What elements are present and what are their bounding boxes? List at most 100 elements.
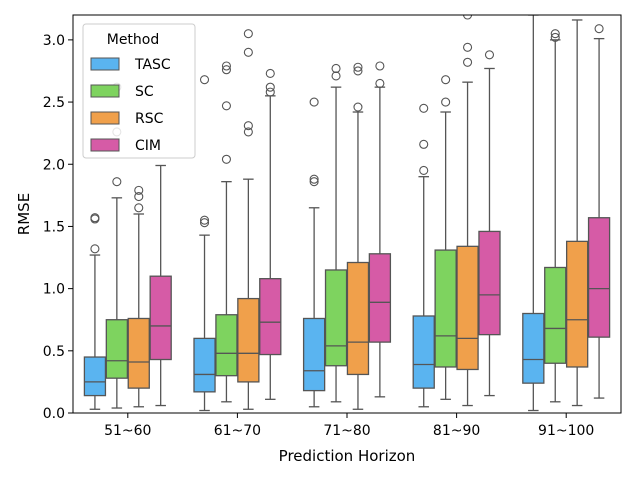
outlier-point — [309, 177, 319, 187]
outlier-point — [134, 192, 144, 202]
box-tasc-3 — [412, 103, 435, 408]
outlier-point — [550, 32, 560, 42]
box-tasc-2 — [302, 97, 326, 408]
x-tick-label: 51~60 — [104, 423, 151, 439]
legend-label-tasc: TASC — [134, 57, 171, 73]
box-cim-0 — [149, 164, 172, 407]
box-cim-1 — [259, 68, 282, 400]
box-sc-4 — [544, 29, 567, 403]
outlier-point — [199, 215, 210, 225]
box-body — [149, 275, 172, 361]
y-tick-label: 0.0 — [43, 406, 65, 422]
outlier-point — [309, 174, 319, 184]
box-rsc-0 — [127, 185, 150, 408]
outlier-point — [243, 29, 253, 39]
y-tick-label: 0.5 — [43, 344, 65, 360]
outlier-point — [90, 213, 100, 223]
legend-label-cim: CIM — [135, 138, 161, 154]
box-body — [302, 317, 326, 392]
y-tick-label: 3.0 — [43, 33, 65, 49]
box-body — [522, 312, 545, 384]
box-body — [259, 278, 282, 356]
outlier-point — [199, 75, 210, 85]
outlier-point — [221, 65, 231, 75]
box-cim-3 — [478, 50, 501, 397]
legend-swatch-rsc — [90, 111, 120, 125]
box-body — [478, 230, 501, 336]
box-body — [544, 266, 567, 364]
x-axis-title: Prediction Horizon — [279, 447, 416, 465]
outlier-point — [199, 218, 210, 228]
outlier-point — [375, 78, 385, 88]
x-tick-label: 91~100 — [538, 423, 594, 439]
box-rsc-3 — [456, 15, 479, 407]
outlier-point — [441, 97, 451, 107]
legend: Method TASC SC RSC CIM — [82, 23, 196, 159]
outlier-point — [243, 121, 253, 131]
outlier-point — [134, 203, 144, 213]
outlier-point — [463, 42, 473, 52]
y-axis-title: RMSE — [15, 193, 33, 235]
box-rsc-4 — [565, 19, 589, 407]
box-body — [565, 240, 589, 368]
box-body — [434, 249, 457, 368]
box-tasc-0 — [83, 213, 107, 410]
box-body — [105, 319, 129, 379]
outlier-point — [375, 61, 385, 71]
x-tick-label: 71~80 — [323, 423, 370, 439]
box-body — [412, 315, 435, 389]
box-body — [127, 317, 150, 389]
legend-swatch-tasc — [90, 57, 120, 71]
box-body — [324, 269, 348, 367]
outlier-point — [221, 154, 231, 164]
outlier-point — [484, 50, 495, 60]
outlier-point — [353, 102, 363, 112]
box-rsc-2 — [346, 62, 370, 410]
outlier-point — [243, 127, 253, 137]
box-tasc-1 — [193, 75, 216, 412]
outlier-point — [331, 63, 341, 74]
y-tick-label: 1.0 — [43, 282, 65, 298]
box-body — [237, 297, 260, 383]
legend-label-sc: SC — [135, 84, 154, 100]
box-body — [215, 314, 238, 377]
legend-title: Method — [107, 32, 160, 48]
y-tick-label: 1.5 — [43, 219, 65, 235]
y-tick-label: 2.0 — [43, 157, 65, 173]
outlier-point — [112, 177, 122, 187]
box-body — [456, 245, 479, 371]
box-body — [83, 356, 107, 397]
legend-swatch-sc — [90, 84, 120, 98]
box-body — [368, 253, 392, 343]
box-sc-0 — [105, 82, 129, 409]
box-rsc-1 — [237, 29, 260, 410]
box-sc-3 — [434, 75, 457, 400]
box-cim-4 — [587, 24, 611, 399]
outlier-point — [419, 103, 429, 113]
box-body — [587, 217, 611, 338]
outlier-point — [419, 165, 429, 176]
box-body — [193, 337, 216, 393]
outlier-point — [550, 29, 560, 39]
outlier-point — [221, 61, 231, 71]
plot-area — [83, 15, 611, 412]
outlier-point — [353, 66, 363, 76]
legend-label-rsc: RSC — [135, 111, 164, 127]
x-tick-label: 81~90 — [433, 423, 480, 439]
outlier-point — [419, 139, 429, 149]
y-axis-ticks: 0.0 0.5 1.0 1.5 2.0 2.5 3.0 — [43, 33, 73, 422]
outlier-point — [265, 68, 275, 79]
legend-swatch-cim — [90, 138, 120, 152]
x-axis-ticks: 51~60 61~70 71~80 81~90 91~100 — [104, 413, 594, 439]
outlier-point — [90, 244, 100, 254]
outlier-point — [265, 87, 275, 97]
outlier-point — [463, 15, 473, 20]
box-body — [346, 261, 370, 376]
box-sc-1 — [215, 61, 238, 403]
y-tick-label: 2.5 — [43, 95, 65, 111]
outlier-point — [134, 185, 144, 195]
x-tick-label: 61~70 — [214, 423, 261, 439]
plot-frame — [72, 14, 622, 414]
outlier-point — [353, 62, 363, 72]
